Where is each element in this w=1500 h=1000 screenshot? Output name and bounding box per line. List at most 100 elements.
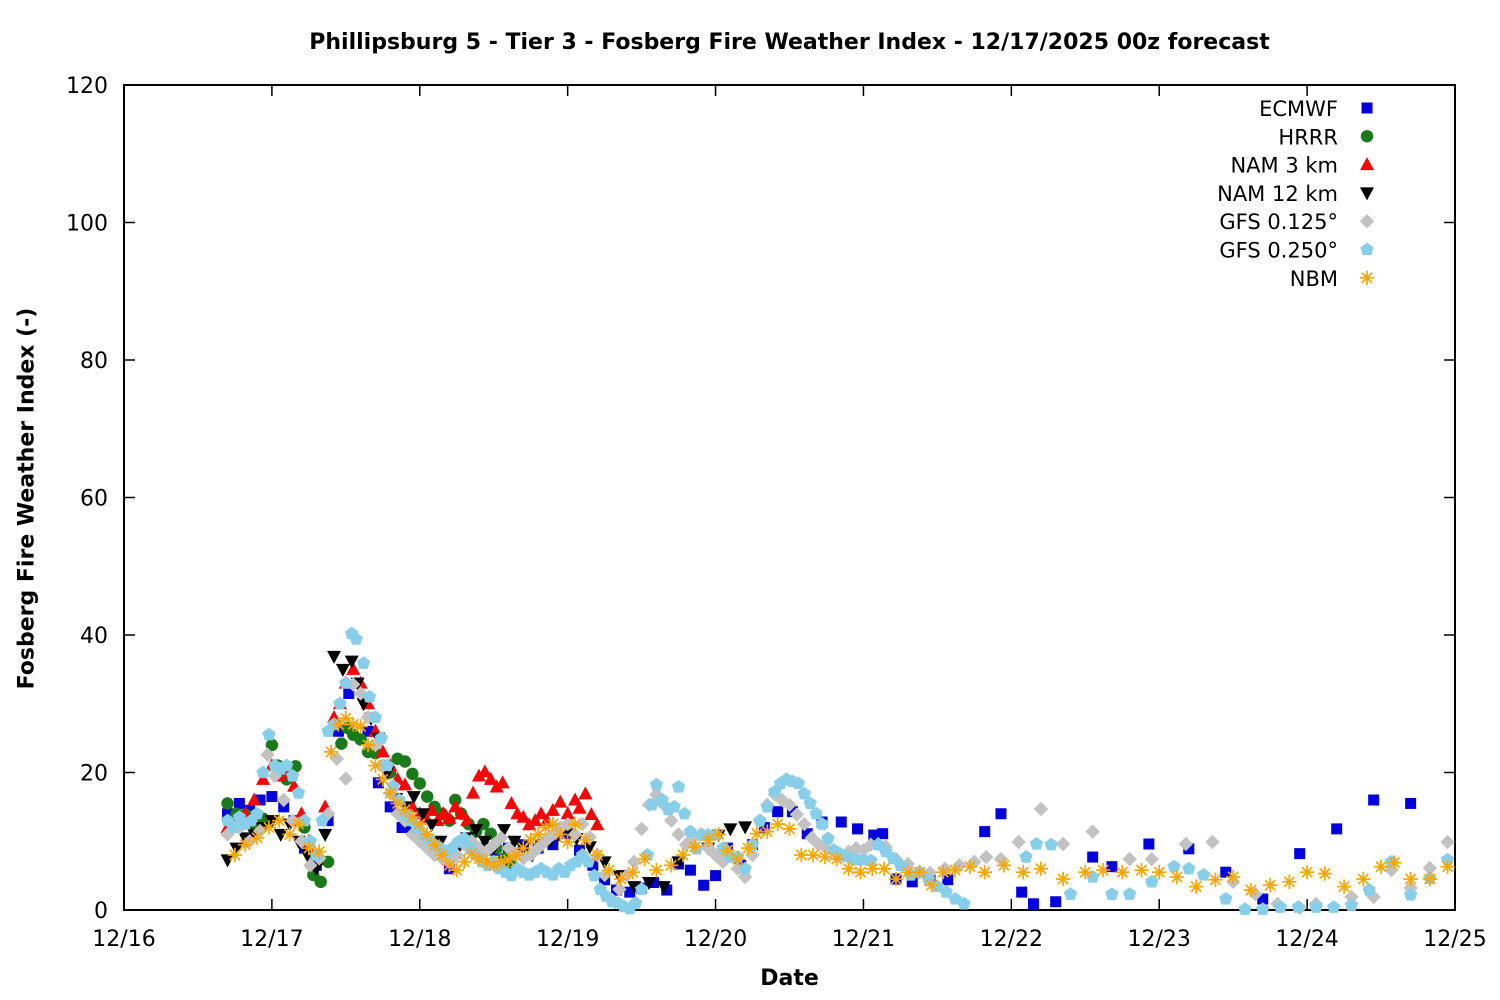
point-GFS 0.250° bbox=[1063, 887, 1078, 900]
point-NAM 3 km bbox=[460, 813, 475, 827]
point-NBM bbox=[1135, 864, 1148, 876]
point-ECMWF bbox=[1405, 797, 1417, 809]
point-NAM 3 km bbox=[477, 764, 492, 778]
point-NAM 12 km bbox=[327, 650, 342, 664]
point-NAM 12 km bbox=[424, 819, 439, 833]
point-HRRR bbox=[335, 737, 348, 750]
point-NBM bbox=[742, 842, 754, 854]
point-NAM 12 km bbox=[415, 808, 430, 822]
point-GFS 0.250° bbox=[791, 776, 806, 790]
point-NAM 12 km bbox=[671, 856, 686, 870]
point-GFS 0.250° bbox=[250, 806, 264, 820]
point-GFS 0.125° bbox=[1033, 801, 1049, 817]
point-GFS 0.125° bbox=[663, 813, 679, 828]
point-NBM bbox=[1079, 866, 1091, 878]
point-ECMWF bbox=[1106, 861, 1118, 873]
legend-marker-GFS 0.125° bbox=[1359, 214, 1375, 229]
point-NAM 12 km bbox=[507, 835, 522, 849]
point-HRRR bbox=[265, 738, 279, 752]
point-GFS 0.250° bbox=[864, 853, 878, 867]
point-ECMWF bbox=[343, 687, 355, 699]
point-NBM bbox=[443, 859, 456, 872]
point-ECMWF bbox=[835, 816, 847, 828]
point-NBM bbox=[615, 873, 627, 885]
point-GFS 0.250° bbox=[1167, 859, 1181, 873]
point-NBM bbox=[627, 866, 639, 878]
point-NAM 3 km bbox=[572, 800, 587, 814]
point-NBM bbox=[1283, 876, 1296, 888]
point-NBM bbox=[1301, 866, 1313, 878]
point-ECMWF bbox=[852, 823, 864, 835]
point-NBM bbox=[677, 849, 689, 861]
point-NAM 12 km bbox=[497, 824, 512, 838]
point-GFS 0.125° bbox=[671, 827, 686, 842]
point-NBM bbox=[569, 818, 581, 830]
point-GFS 0.250° bbox=[871, 837, 885, 851]
point-NBM bbox=[1057, 873, 1069, 885]
point-GFS 0.250° bbox=[645, 797, 659, 811]
point-NAM 12 km bbox=[738, 821, 753, 835]
point-GFS 0.250° bbox=[655, 793, 669, 806]
point-NAM 3 km bbox=[489, 779, 504, 793]
point-GFS 0.250° bbox=[1291, 900, 1305, 913]
point-GFS 0.250° bbox=[629, 896, 643, 909]
point-NBM bbox=[1338, 880, 1350, 893]
point-ECMWF bbox=[362, 725, 374, 737]
y-tick-label: 100 bbox=[66, 212, 108, 237]
point-GFS 0.250° bbox=[291, 786, 306, 799]
point-NAM 3 km bbox=[522, 817, 537, 831]
y-tick-label: 120 bbox=[66, 74, 108, 99]
point-NBM bbox=[807, 849, 819, 861]
point-ECMWF bbox=[647, 877, 659, 888]
point-GFS 0.250° bbox=[671, 779, 686, 793]
point-NBM bbox=[292, 818, 305, 830]
point-GFS 0.250° bbox=[285, 768, 300, 782]
point-GFS 0.250° bbox=[356, 656, 371, 669]
point-NBM bbox=[1035, 863, 1047, 875]
point-NBM bbox=[689, 841, 701, 853]
point-GFS 0.250° bbox=[374, 731, 388, 744]
point-NAM 3 km bbox=[397, 777, 412, 791]
chart-title: Phillipsburg 5 - Tier 3 - Fosberg Fire W… bbox=[309, 30, 1270, 55]
point-GFS 0.125° bbox=[276, 792, 291, 808]
point-GFS 0.250° bbox=[1122, 887, 1137, 900]
point-NBM bbox=[1171, 871, 1183, 883]
point-NBM bbox=[283, 828, 296, 841]
point-GFS 0.250° bbox=[815, 817, 829, 830]
point-GFS 0.250° bbox=[1086, 870, 1100, 883]
point-GFS 0.250° bbox=[1344, 898, 1359, 911]
point-GFS 0.250° bbox=[1019, 850, 1033, 863]
x-tick-label: 12/17 bbox=[240, 927, 303, 952]
legend-marker-HRRR bbox=[1360, 130, 1374, 143]
point-NBM bbox=[1388, 856, 1401, 869]
point-GFS 0.125° bbox=[1011, 834, 1026, 850]
y-tick-label: 40 bbox=[80, 624, 108, 649]
point-NAM 12 km bbox=[468, 824, 483, 838]
point-NBM bbox=[436, 849, 448, 861]
x-tick-label: 12/16 bbox=[92, 927, 155, 952]
point-NBM bbox=[702, 834, 714, 846]
point-GFS 0.125° bbox=[1344, 889, 1359, 905]
point-NBM bbox=[964, 860, 976, 873]
legend-marker-NAM 12 km bbox=[1360, 187, 1374, 201]
point-ECMWF bbox=[1368, 794, 1380, 806]
point-NAM 3 km bbox=[534, 806, 549, 820]
point-NBM bbox=[890, 873, 902, 885]
point-ECMWF bbox=[384, 801, 396, 813]
y-tick-label: 0 bbox=[94, 899, 108, 924]
point-ECMWF bbox=[979, 826, 991, 838]
y-tick-label: 20 bbox=[80, 762, 108, 787]
point-ECMWF bbox=[1257, 893, 1269, 905]
point-GFS 0.250° bbox=[753, 813, 767, 827]
point-NBM bbox=[842, 863, 855, 875]
point-NBM bbox=[273, 814, 285, 827]
point-NAM 3 km bbox=[327, 710, 342, 723]
point-NBM bbox=[313, 845, 325, 858]
point-NBM bbox=[399, 803, 411, 816]
point-GFS 0.250° bbox=[1044, 837, 1058, 851]
point-NBM bbox=[547, 818, 559, 830]
point-GFS 0.250° bbox=[587, 868, 601, 882]
point-NBM bbox=[937, 866, 949, 878]
